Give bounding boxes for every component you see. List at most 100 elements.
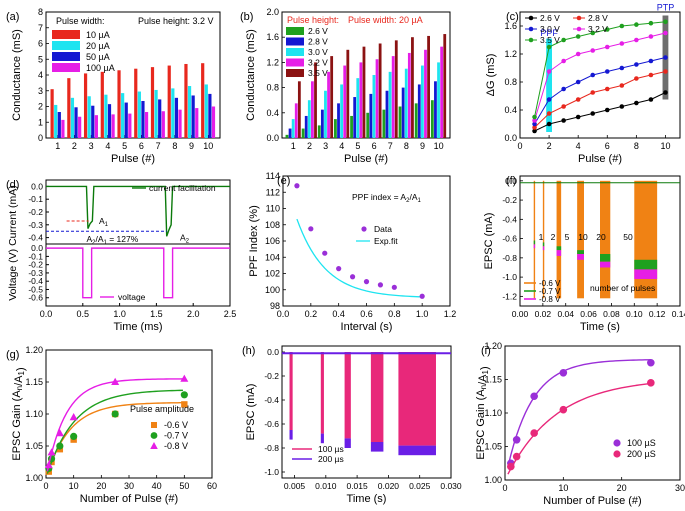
x-tick-label: 1 (55, 141, 60, 151)
x-tick-label: 0.0 (40, 309, 53, 319)
pulse-block (289, 430, 293, 440)
legend-swatch (286, 27, 304, 35)
y-tick-label: -0.2 (264, 371, 279, 381)
bar (54, 104, 58, 138)
ppf-highlight (546, 38, 552, 132)
pulse-block (577, 254, 584, 260)
panel-label: (h) (242, 345, 255, 357)
y-tick-label: 5 (38, 54, 43, 64)
bar (420, 65, 424, 138)
y-tick-label: -0.4 (502, 214, 517, 224)
bar (291, 119, 295, 138)
y-axis-label: Conductance (mS) (11, 29, 23, 121)
legend-swatch (286, 69, 304, 77)
x-axis-label: Number of Pulse (#) (543, 495, 641, 507)
panel-label: (a) (6, 11, 19, 23)
data-point (663, 55, 668, 60)
legend-label: -0.8 V (164, 441, 188, 451)
legend-label: 200 µs (318, 454, 344, 464)
y-tick-label: 0.8 (504, 77, 517, 87)
pulse-block (533, 244, 536, 249)
legend-marker (150, 432, 158, 439)
bar (440, 46, 444, 138)
bar (154, 89, 158, 138)
bar (74, 107, 78, 138)
bar (121, 93, 125, 138)
data-point (590, 111, 596, 116)
ptp-label: PTP (657, 3, 675, 13)
legend-label: 10 µA (86, 30, 110, 40)
bar (301, 128, 305, 138)
data-point (575, 51, 581, 57)
bar (407, 52, 411, 139)
legend-marker (528, 26, 534, 32)
y-tick-label: 114 (266, 171, 280, 181)
data-point (634, 100, 639, 106)
y-tick-label: 0.0 (267, 347, 279, 357)
bar (124, 102, 128, 138)
data-point (604, 27, 610, 32)
bar (117, 70, 121, 138)
x-tick-label: 0 (502, 483, 507, 493)
pulse-block (398, 352, 436, 446)
subscript: 2 (186, 239, 190, 245)
legend-marker (528, 15, 534, 21)
a2-label: A2 (180, 233, 190, 245)
data-point (648, 20, 654, 26)
exp-fit-line (296, 218, 423, 298)
pulse-block (320, 433, 324, 444)
x-tick-label: 60 (207, 481, 217, 491)
panel-a: 1 2 3 4 5 6 7 8 9 10 0 1 2 3 4 5 6 7 8 Pulse (#) Conductance… (6, 7, 221, 165)
data-point (663, 69, 668, 74)
fit-line (46, 389, 183, 474)
label-part: = 127% (107, 234, 139, 244)
bar (362, 46, 366, 138)
bar (285, 134, 289, 138)
plot-frame (519, 11, 681, 139)
legend-title: Pulse width: (56, 16, 105, 26)
pulse-block (533, 180, 536, 299)
legend-label: 100 µS (627, 438, 656, 448)
legend-swatch (52, 63, 80, 72)
legend-marker (613, 439, 621, 447)
data-point (575, 97, 581, 102)
legend-label: current facilitation (149, 183, 216, 193)
y-tick-label: -0.6 (28, 293, 43, 303)
label-part: EPSC Gain (A (475, 389, 487, 460)
y-tick-label: 1 (38, 117, 43, 127)
panel-label: (f) (506, 175, 516, 187)
data-point (44, 461, 53, 469)
data-point (604, 86, 610, 92)
data-point (647, 358, 655, 367)
legend-label: 200 µS (627, 449, 656, 459)
x-tick-label: 0.005 (284, 481, 306, 491)
data-point (336, 266, 342, 272)
data-point (561, 58, 566, 64)
bar (340, 84, 344, 138)
bar (417, 84, 421, 138)
fit-line (46, 378, 183, 472)
x-tick-label: 1.0 (416, 309, 429, 319)
bar (369, 93, 373, 138)
subscript: 1 (17, 370, 26, 375)
data-point (419, 293, 425, 299)
ppf-label: PPF (540, 28, 558, 38)
legend-label: 2.8 V (308, 37, 328, 47)
bar (334, 119, 337, 138)
data-point (647, 379, 655, 387)
bar (208, 93, 212, 138)
x-tick-label: 2 (72, 141, 77, 151)
y-tick-label: 1.6 (504, 21, 517, 31)
x-axis-label: Pulse (#) (344, 153, 388, 165)
x-tick-label: 0.2 (305, 309, 318, 319)
pulse-block (398, 445, 436, 456)
bar (411, 37, 414, 139)
legend-label: -0.7 V (164, 431, 188, 441)
x-tick-label: 0.8 (388, 309, 401, 319)
legend-label: voltage (118, 292, 146, 302)
data-point (349, 274, 356, 280)
pulse-block (634, 259, 658, 270)
legend-label: 3.5 V (308, 68, 328, 78)
x-tick-label: 4 (576, 141, 581, 151)
subscript: 2 (406, 198, 410, 204)
